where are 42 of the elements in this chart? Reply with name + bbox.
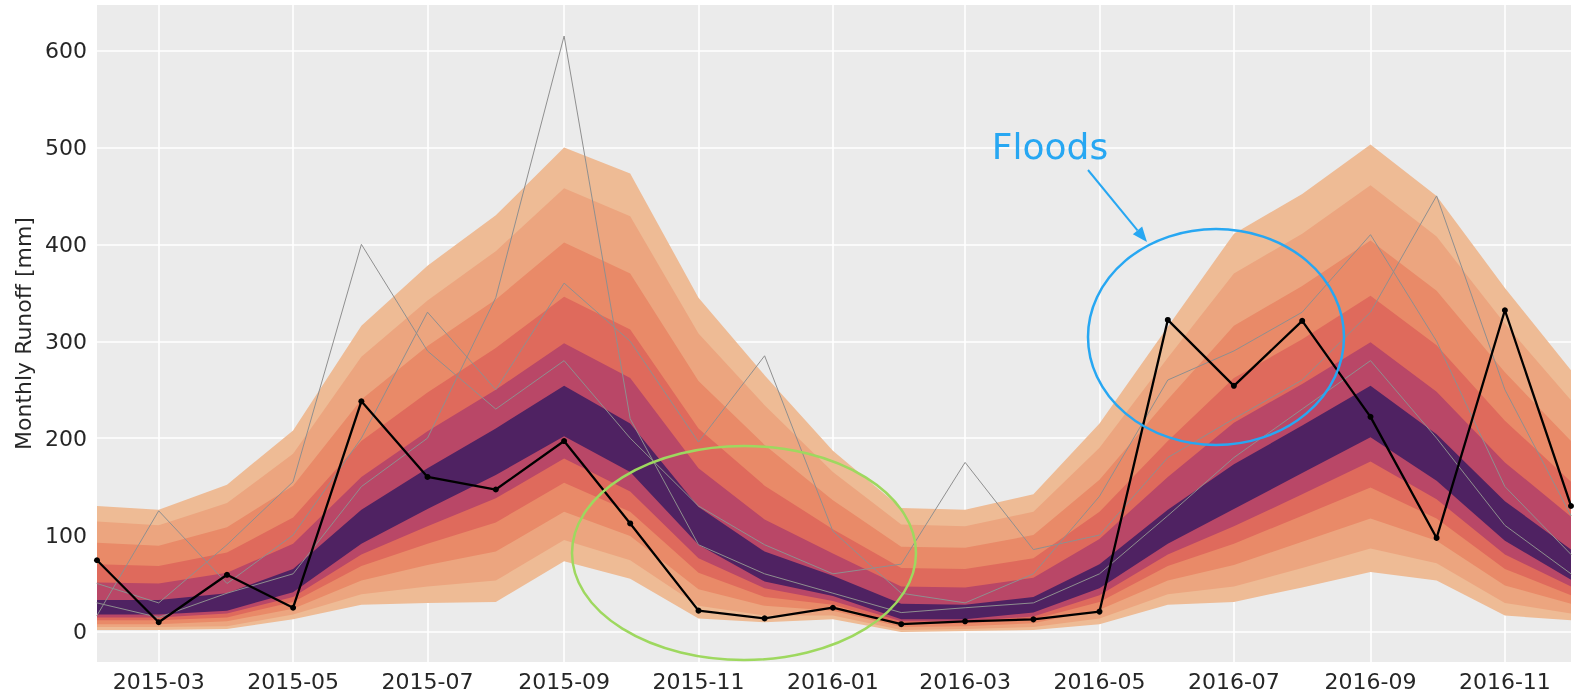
point: [1096, 608, 1103, 615]
point: [358, 398, 365, 405]
point: [155, 619, 162, 626]
point: [424, 473, 431, 480]
point: [1367, 413, 1374, 420]
x-tick-label: 2016-05: [1053, 668, 1146, 692]
y-tick-label: 200: [45, 425, 87, 451]
point: [1164, 316, 1171, 323]
point: [1030, 616, 1037, 623]
point: [898, 621, 905, 628]
point: [962, 618, 969, 625]
point: [561, 438, 568, 445]
x-tick-label: 2016-09: [1324, 668, 1417, 692]
point: [1568, 502, 1574, 509]
x-tick-label: 2016-07: [1187, 668, 1280, 692]
point: [761, 615, 768, 622]
x-tick-label: 2016-03: [919, 668, 1012, 692]
y-tick-label: 600: [45, 38, 87, 64]
x-tick-label: 2015-09: [518, 668, 611, 692]
annotation: Floods: [991, 126, 1109, 167]
x-tick-label: 2015-07: [381, 668, 474, 692]
point: [829, 604, 836, 611]
x-tick-label: 2016-01: [786, 668, 879, 692]
y-tick-label: 500: [45, 134, 87, 160]
y-axis-title: Monthly Runoff [mm]: [10, 217, 36, 450]
x-tick-label: 2015-05: [247, 668, 340, 692]
y-tick-label: 400: [45, 231, 87, 257]
point: [1501, 307, 1508, 314]
point: [627, 520, 634, 527]
x-tick-label: 2015-11: [652, 668, 745, 692]
point: [94, 557, 100, 564]
point: [1299, 317, 1306, 324]
point: [492, 486, 499, 493]
point: [290, 604, 297, 611]
y-tick-label: 100: [45, 522, 87, 548]
y-tick-label: 0: [73, 619, 87, 645]
point: [1230, 382, 1237, 389]
y-tick-label: 300: [45, 328, 87, 354]
point: [224, 571, 230, 578]
x-tick-label: 2016-11: [1458, 668, 1551, 692]
x-tick-label: 2015-03: [112, 668, 205, 692]
point: [1433, 534, 1440, 541]
